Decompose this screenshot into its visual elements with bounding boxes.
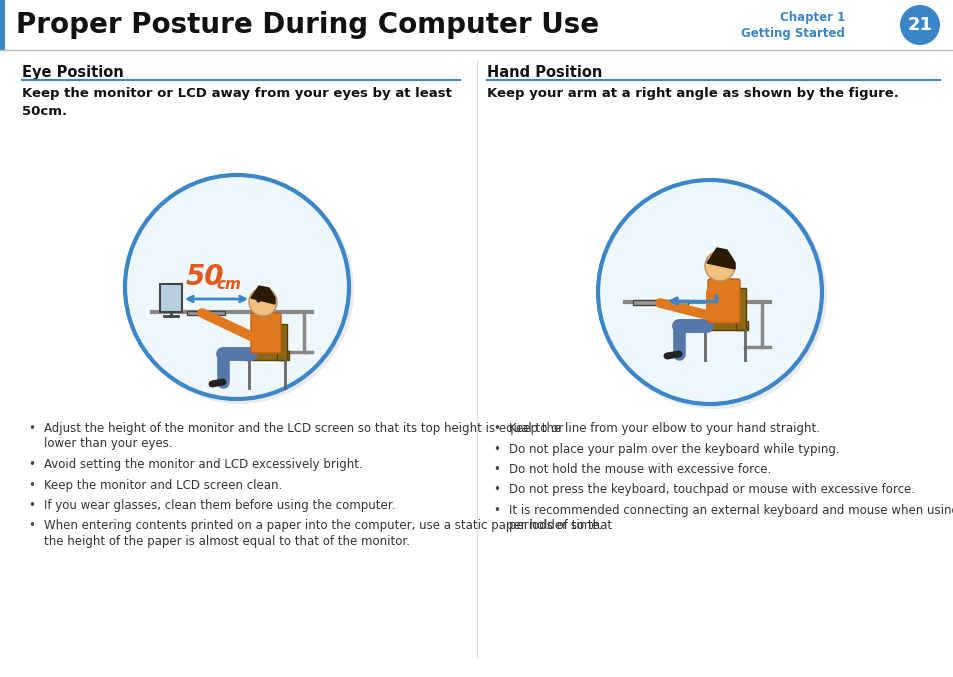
Circle shape (126, 176, 354, 404)
Text: cm: cm (215, 278, 241, 292)
Text: periods of time.: periods of time. (509, 519, 601, 533)
Text: •: • (29, 519, 35, 533)
FancyBboxPatch shape (187, 311, 225, 315)
Text: •: • (29, 499, 35, 512)
Text: Do not press the keyboard, touchpad or mouse with excessive force.: Do not press the keyboard, touchpad or m… (509, 483, 914, 496)
FancyBboxPatch shape (707, 279, 740, 323)
Text: •: • (493, 422, 500, 435)
Circle shape (899, 5, 939, 45)
FancyBboxPatch shape (0, 0, 5, 50)
FancyBboxPatch shape (633, 300, 687, 305)
Text: the height of the paper is almost equal to that of the monitor.: the height of the paper is almost equal … (44, 535, 410, 548)
FancyBboxPatch shape (160, 284, 182, 312)
Text: Avoid setting the monitor and LCD excessively bright.: Avoid setting the monitor and LCD excess… (44, 458, 362, 471)
Text: 50: 50 (185, 263, 224, 291)
Text: Hand Position: Hand Position (486, 65, 601, 80)
Text: Eye Position: Eye Position (22, 65, 124, 80)
Text: Getting Started: Getting Started (740, 26, 844, 39)
FancyBboxPatch shape (701, 321, 747, 330)
Text: Keep the line from your elbow to your hand straight.: Keep the line from your elbow to your ha… (509, 422, 820, 435)
Circle shape (125, 175, 349, 399)
Text: It is recommended connecting an external keyboard and mouse when using the compu: It is recommended connecting an external… (509, 504, 953, 517)
FancyBboxPatch shape (276, 324, 287, 360)
Circle shape (249, 288, 276, 316)
Text: Do not hold the mouse with excessive force.: Do not hold the mouse with excessive for… (509, 463, 770, 476)
Text: •: • (493, 443, 500, 456)
Text: •: • (29, 479, 35, 492)
Text: •: • (29, 458, 35, 471)
FancyBboxPatch shape (245, 351, 289, 360)
Text: Keep the monitor and LCD screen clean.: Keep the monitor and LCD screen clean. (44, 479, 282, 492)
FancyBboxPatch shape (0, 0, 953, 50)
Polygon shape (706, 248, 734, 269)
Text: Do not place your palm over the keyboard while typing.: Do not place your palm over the keyboard… (509, 443, 839, 456)
Text: •: • (493, 463, 500, 476)
Text: 21: 21 (906, 16, 931, 34)
Text: •: • (29, 422, 35, 435)
Text: Chapter 1: Chapter 1 (779, 11, 844, 24)
Text: Adjust the height of the monitor and the LCD screen so that its top height is eq: Adjust the height of the monitor and the… (44, 422, 562, 435)
Text: •: • (493, 483, 500, 496)
Text: lower than your eyes.: lower than your eyes. (44, 437, 172, 450)
Text: Keep the monitor or LCD away from your eyes by at least
50cm.: Keep the monitor or LCD away from your e… (22, 87, 452, 118)
Circle shape (598, 181, 826, 409)
Circle shape (598, 180, 821, 404)
Text: •: • (493, 504, 500, 517)
Text: When entering contents printed on a paper into the computer, use a static paper : When entering contents printed on a pape… (44, 519, 612, 533)
Text: Keep your arm at a right angle as shown by the figure.: Keep your arm at a right angle as shown … (486, 87, 898, 100)
Text: If you wear glasses, clean them before using the computer.: If you wear glasses, clean them before u… (44, 499, 395, 512)
FancyBboxPatch shape (251, 313, 281, 353)
FancyBboxPatch shape (735, 288, 745, 330)
Polygon shape (251, 286, 274, 304)
Text: Proper Posture During Computer Use: Proper Posture During Computer Use (16, 11, 598, 39)
Circle shape (704, 251, 734, 281)
